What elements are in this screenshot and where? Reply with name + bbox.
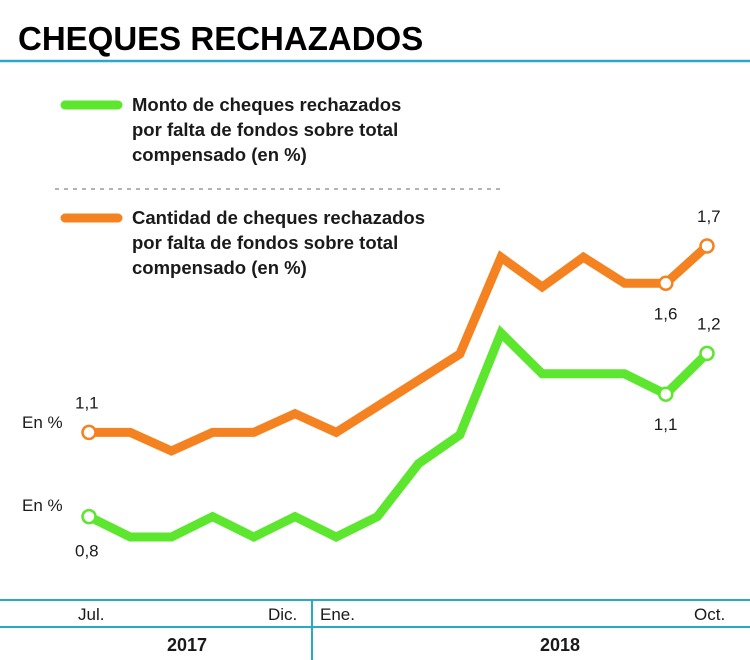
data-point-monto-14 <box>658 386 674 402</box>
data-label-cantidad-15: 1,7 <box>697 207 721 226</box>
data-point-cantidad-0 <box>81 424 97 441</box>
data-point-monto-0 <box>81 508 97 525</box>
data-label-monto-15: 1,2 <box>697 314 721 333</box>
series-layer: 0,8 1,1 1,2 1,1 1,6 1,7 <box>75 207 721 561</box>
data-point-cantidad-15 <box>699 238 715 254</box>
unit-label-cantidad: En % <box>22 413 63 432</box>
legend: Monto de cheques rechazados por falta de… <box>55 94 500 278</box>
chart-title: CHEQUES RECHAZADOS <box>18 20 423 57</box>
x-tick-label-dic: Dic. <box>268 605 297 624</box>
series-line-cantidad <box>89 242 711 456</box>
data-label-monto-0: 0,8 <box>75 542 99 561</box>
legend-monto-line-3: compensado (en %) <box>132 144 307 165</box>
legend-monto-line-2: por falta de fondos sobre total <box>132 119 398 140</box>
series-line-monto <box>87 325 711 543</box>
legend-monto-line-1: Monto de cheques rechazados <box>132 94 401 115</box>
data-label-cantidad-14: 1,6 <box>654 304 678 323</box>
x-tick-label-jul: Jul. <box>78 605 104 624</box>
legend-cantidad-line-3: compensado (en %) <box>132 257 307 278</box>
data-label-cantidad-0: 1,1 <box>75 393 99 412</box>
data-point-monto-15 <box>699 345 715 362</box>
unit-label-monto: En % <box>22 496 63 515</box>
legend-cantidad-line-2: por falta de fondos sobre total <box>132 232 398 253</box>
year-label-2017: 2017 <box>167 635 207 655</box>
data-point-cantidad-14 <box>658 275 674 292</box>
data-label-monto-14: 1,1 <box>654 415 678 434</box>
year-label-2018: 2018 <box>540 635 580 655</box>
legend-cantidad-line-1: Cantidad de cheques rechazados <box>132 207 425 228</box>
x-tick-label-oct: Oct. <box>694 605 725 624</box>
x-tick-label-ene: Ene. <box>320 605 355 624</box>
